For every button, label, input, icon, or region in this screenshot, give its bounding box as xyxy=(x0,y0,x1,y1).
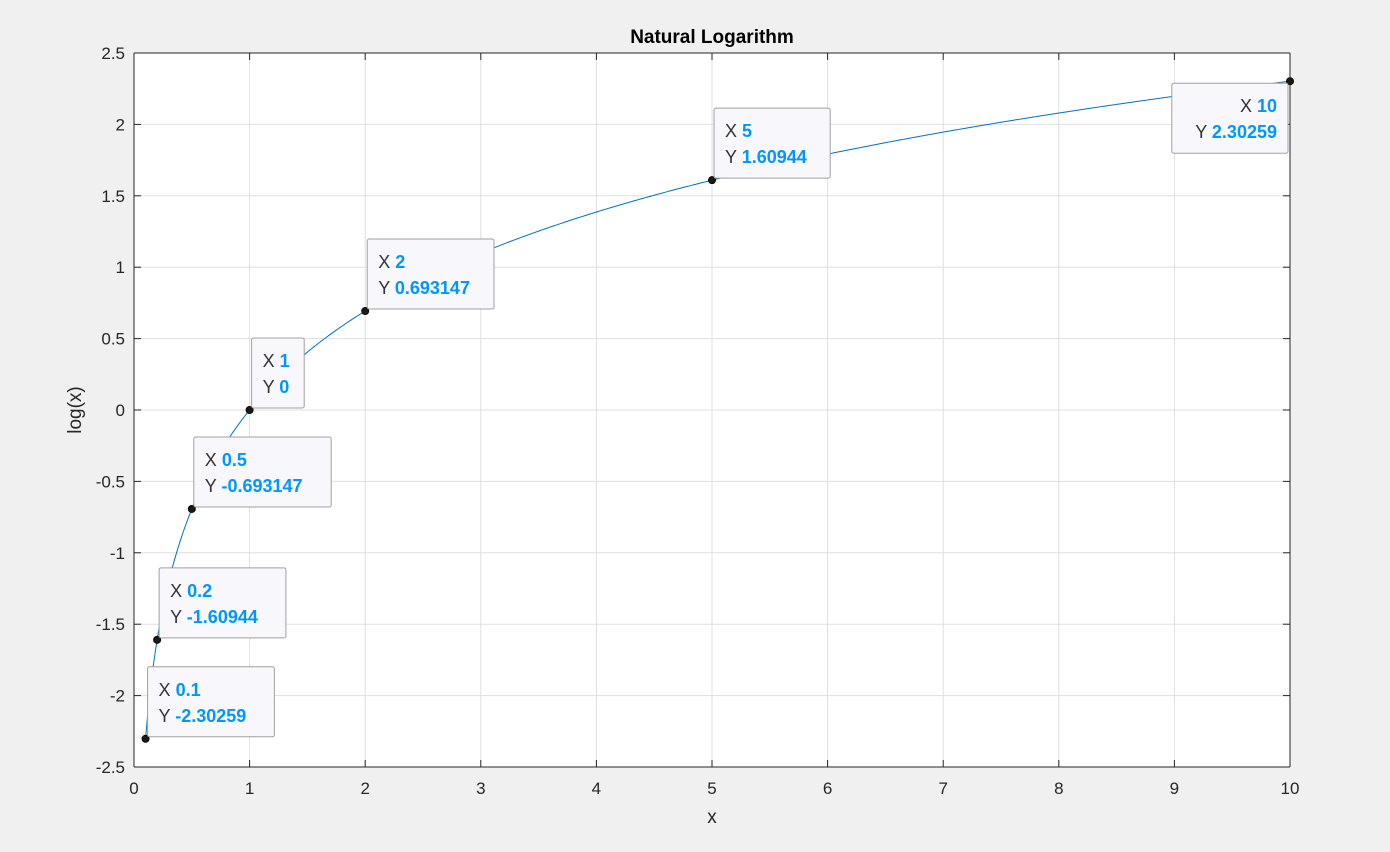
datatip-x-key: X xyxy=(205,450,222,470)
log-curve-line[interactable] xyxy=(145,80,1291,739)
datatip-y-line: Y 1.60944 xyxy=(725,147,807,167)
datatip-x-value: 0.5 xyxy=(222,450,247,470)
datatip-x-key: X xyxy=(378,252,395,272)
y-tick-label: 2.5 xyxy=(101,44,125,63)
datatip-box xyxy=(1171,82,1289,154)
datatip: X 0.1Y -2.30259 xyxy=(147,666,275,738)
datatip-y-line: Y 2.30259 xyxy=(1195,122,1277,142)
x-tick-label: 6 xyxy=(823,779,832,798)
datatip-y-line: Y 0 xyxy=(263,377,290,397)
x-tick-label: 2 xyxy=(360,779,369,798)
datatip-y-key: Y xyxy=(170,607,187,627)
datatip-y-line: Y -0.693147 xyxy=(205,476,303,496)
datatip-y-key: Y xyxy=(263,377,280,397)
data-point-marker[interactable] xyxy=(153,635,162,644)
datatip-x-value: 0.2 xyxy=(187,581,212,601)
y-tick-label: 1 xyxy=(116,258,125,277)
datatip-y-value: -1.60944 xyxy=(187,607,258,627)
x-tick-label: 9 xyxy=(1170,779,1179,798)
datatip-box xyxy=(366,238,495,310)
datatip-x-line: X 1 xyxy=(263,351,290,371)
datatip-box xyxy=(158,567,287,639)
datatip-y-value: 0 xyxy=(279,377,289,397)
grid xyxy=(134,53,1290,767)
y-tick-label: -1.5 xyxy=(96,615,125,634)
datatip-x-key: X xyxy=(170,581,187,601)
y-tick-label: -0.5 xyxy=(96,472,125,491)
datatip-y-key: Y xyxy=(1195,122,1212,142)
x-axis-label: x xyxy=(707,807,717,828)
datatip-x-key: X xyxy=(725,121,742,141)
datatip-y-value: -2.30259 xyxy=(175,706,246,726)
datatip-x-line: X 0.2 xyxy=(170,581,212,601)
x-tick-label: 3 xyxy=(476,779,485,798)
x-tick-label: 7 xyxy=(938,779,947,798)
datatip-y-key: Y xyxy=(159,706,176,726)
datatip: X 0.5Y -0.693147 xyxy=(193,436,332,508)
datatip-box xyxy=(193,436,332,508)
datatip-x-line: X 5 xyxy=(725,121,752,141)
datatip-y-line: Y -1.60944 xyxy=(170,607,258,627)
datatip: X 0.2Y -1.60944 xyxy=(158,567,287,639)
x-tick-label: 4 xyxy=(592,779,601,798)
datatip-y-key: Y xyxy=(378,278,395,298)
x-tick-label: 1 xyxy=(245,779,254,798)
chart-title: Natural Logarithm xyxy=(630,27,794,48)
datatip-x-key: X xyxy=(263,351,280,371)
y-tick-label: 1.5 xyxy=(101,187,125,206)
datatip-y-line: Y -2.30259 xyxy=(159,706,247,726)
datatip-box xyxy=(251,337,305,409)
plot-line-group xyxy=(145,80,1291,739)
data-point-marker[interactable] xyxy=(361,307,370,316)
datatip-box xyxy=(713,107,831,179)
datatip: X 5Y 1.60944 xyxy=(713,107,831,179)
x-tick-label: 10 xyxy=(1281,779,1300,798)
datatip-x-key: X xyxy=(1240,96,1257,116)
y-axis-label: log(x) xyxy=(65,386,86,434)
y-tick-label: 0 xyxy=(116,401,125,420)
datatip-box xyxy=(147,666,275,738)
datatip-x-line: X 0.1 xyxy=(159,680,201,700)
y-tick-label: -2 xyxy=(110,687,125,706)
datatip-y-value: -0.693147 xyxy=(221,476,302,496)
datatip-x-key: X xyxy=(159,680,176,700)
y-axis-ticks: 2.5 2 1.5 1 0.5 0 -0.5 -1 -1.5 -2 -2.5 xyxy=(96,44,1290,777)
datatip-markers xyxy=(141,77,1295,743)
data-point-marker[interactable] xyxy=(708,176,717,185)
datatip-y-key: Y xyxy=(205,476,222,496)
x-tick-label: 5 xyxy=(707,779,716,798)
data-point-marker[interactable] xyxy=(141,734,150,743)
datatip-x-value: 0.1 xyxy=(176,680,201,700)
datatip-y-value: 1.60944 xyxy=(742,147,807,167)
datatip: X 1Y 0 xyxy=(251,337,305,409)
y-tick-label: -2.5 xyxy=(96,758,125,777)
datatip-y-key: Y xyxy=(725,147,742,167)
datatip-x-value: 10 xyxy=(1257,96,1277,116)
x-axis-ticks: 0 1 2 3 4 5 6 7 8 9 10 xyxy=(129,53,1299,798)
datatip: X 2Y 0.693147 xyxy=(366,238,495,310)
datatip-y-value: 0.693147 xyxy=(395,278,470,298)
datatip-x-line: X 2 xyxy=(378,252,405,272)
datatip-x-value: 1 xyxy=(280,351,290,371)
x-tick-label: 8 xyxy=(1054,779,1063,798)
datatip-x-line: X 10 xyxy=(1240,96,1277,116)
datatip-y-value: 2.30259 xyxy=(1212,122,1277,142)
datatip-y-line: Y 0.693147 xyxy=(378,278,470,298)
data-point-marker[interactable] xyxy=(187,504,196,513)
data-point-marker[interactable] xyxy=(245,405,254,414)
y-tick-label: 0.5 xyxy=(101,330,125,349)
datatip-x-value: 2 xyxy=(395,252,405,272)
datatip: X 10 Y 2.30259 xyxy=(1171,82,1289,154)
y-tick-label: 2 xyxy=(116,115,125,134)
datatip-x-value: 5 xyxy=(742,121,752,141)
y-tick-label: -1 xyxy=(110,544,125,563)
x-tick-label: 0 xyxy=(129,779,138,798)
datatip-x-line: X 0.5 xyxy=(205,450,247,470)
data-point-marker[interactable] xyxy=(1286,77,1295,86)
